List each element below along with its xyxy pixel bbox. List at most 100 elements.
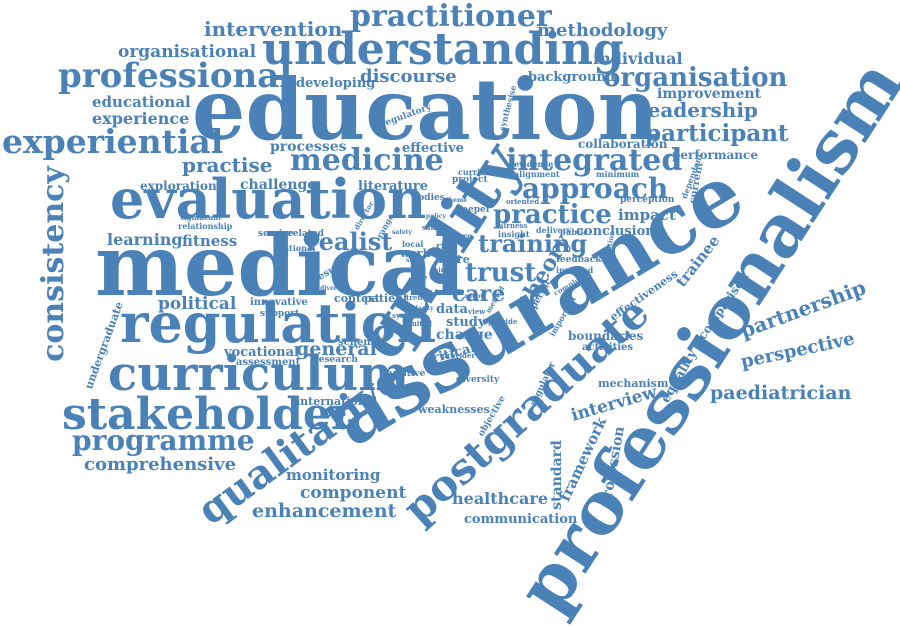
word-perception: perception <box>620 195 675 205</box>
word-positive: positive <box>386 369 426 379</box>
word-sample: sample <box>422 223 450 232</box>
word-trust: trust <box>465 258 537 288</box>
word-safety: safety <box>392 229 412 236</box>
word-view: view <box>468 307 486 316</box>
word-research: research <box>314 355 358 365</box>
word-care: care <box>452 281 506 307</box>
word-enhancement: enhancement <box>252 500 397 522</box>
word-weaknesses: weaknesses <box>418 403 490 416</box>
word-educational: educational <box>92 93 191 111</box>
word-organisational: organisational <box>118 42 257 62</box>
word-processes: processes <box>270 139 347 155</box>
word-mechanism: mechanism <box>598 377 669 390</box>
word-system: system <box>392 311 420 320</box>
word-experiential: experiential <box>2 122 224 161</box>
word-involved: involved <box>556 265 594 275</box>
word-learning: learning <box>107 230 183 249</box>
word-deeper: deeper <box>456 205 491 215</box>
word-improvement: improvement <box>657 86 762 102</box>
word-healthcare: healthcare <box>452 489 548 508</box>
word-challenge: challenge <box>240 177 317 193</box>
word-medicine: medicine <box>290 143 444 178</box>
word-work: work <box>400 247 431 260</box>
word-consistency: consistency <box>35 166 71 362</box>
word-performance: performance <box>672 148 758 162</box>
word-alignment: alignment <box>514 169 560 179</box>
word-organisation: organisation <box>603 63 788 93</box>
word-innovative: innovative <box>250 297 308 308</box>
word-related: related <box>288 229 324 239</box>
word-integrated: integrated <box>506 143 683 178</box>
word-public: public <box>560 227 588 237</box>
word-standard: standard <box>548 440 565 510</box>
word-training: training <box>478 229 588 258</box>
word-assessment: assessment <box>236 357 301 368</box>
word-fairness: fairness <box>496 221 528 230</box>
word-policy: policy <box>426 213 446 220</box>
word-discourse: discourse <box>360 66 457 87</box>
word-trend: trend <box>406 293 428 302</box>
word-literature: literature <box>358 179 429 194</box>
word-feedback: feedback <box>556 255 602 265</box>
word-risk: risk <box>436 242 456 252</box>
word-limited: limited <box>404 319 432 328</box>
word-understanding: understanding <box>262 24 624 75</box>
word-clarity: clarity <box>412 305 434 312</box>
word-minimum: minimum <box>596 169 640 179</box>
word-developing: developing <box>296 76 376 91</box>
word-intervention: intervention <box>204 17 343 41</box>
word-practice: practice <box>493 200 612 230</box>
word-curriculum: curriculum <box>108 346 409 402</box>
word-scheme: scheme <box>338 337 381 348</box>
word-future: future <box>444 231 473 241</box>
word-component: component <box>300 483 407 503</box>
word-participant: participant <box>645 120 789 147</box>
word-vocational: vocational <box>224 345 299 360</box>
word-diversity: diversity <box>456 375 500 385</box>
word-regulation: regulation <box>120 291 437 355</box>
word-practitioner: practitioner <box>350 0 552 34</box>
word-conclusion: conclusion <box>576 224 655 239</box>
word-role: role <box>412 273 428 282</box>
word-general: general <box>296 338 377 360</box>
word-site: site <box>406 257 419 264</box>
word-leadership: leadership <box>640 98 758 122</box>
word-mind: mind <box>432 267 450 274</box>
word-impact: impact <box>618 206 676 224</box>
word-stakeholder: stakeholder <box>62 389 355 440</box>
word-communication: communication <box>464 512 578 527</box>
word-oriented: oriented <box>506 197 540 206</box>
word-insight: insight <box>498 229 530 239</box>
word-data: data <box>436 302 468 317</box>
word-medical: medical <box>95 216 466 315</box>
word-exploration: exploration <box>140 179 217 193</box>
word-context: context <box>334 292 380 305</box>
word-local: local <box>402 239 424 249</box>
word-service: service <box>258 229 294 239</box>
word-individual: individual <box>593 49 683 68</box>
word-evaluation: evaluation <box>110 167 427 231</box>
word-political: political <box>158 294 237 314</box>
word-significant: significant <box>180 213 222 222</box>
word-support: support <box>260 309 300 319</box>
word-approach: approach <box>522 172 669 205</box>
word-provide: provide <box>488 317 518 326</box>
word-paediatrician: paediatrician <box>710 382 852 404</box>
word-diverse: diverse <box>320 285 345 292</box>
word-change: change <box>436 327 493 343</box>
word-monitoring: monitoring <box>286 466 381 484</box>
word-professional: professional <box>58 56 293 96</box>
word-provider: provider <box>442 351 476 360</box>
word-bodies: bodies <box>412 193 445 203</box>
word-boundaries: boundaries <box>568 329 644 343</box>
word-methodology: methodology <box>537 20 668 41</box>
word-comprehensive: comprehensive <box>84 454 237 475</box>
word-background: background <box>528 70 616 85</box>
word-curricula: curricula <box>458 167 500 177</box>
word-realist: realist <box>306 227 393 256</box>
word-experience: experience <box>92 109 190 128</box>
word-education: education <box>192 60 659 159</box>
word-relationship: relationship <box>178 221 233 231</box>
word-theme: theme <box>446 197 468 204</box>
